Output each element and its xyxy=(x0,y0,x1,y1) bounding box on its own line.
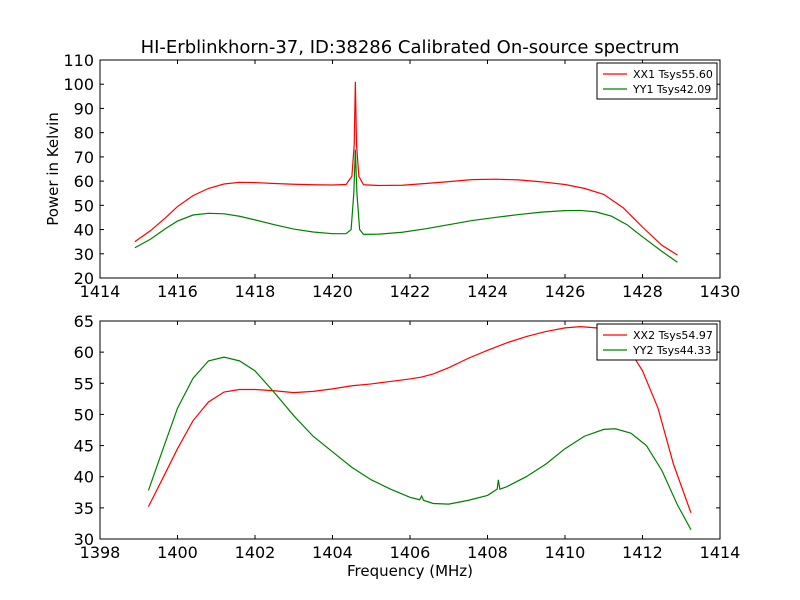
chart-title: HI-Erblinkhorn-37, ID:38286 Calibrated O… xyxy=(141,37,680,58)
y-tick-label: 110 xyxy=(63,51,94,70)
y-tick-label: 70 xyxy=(74,148,94,167)
x-tick-label: 1428 xyxy=(622,282,663,301)
x-tick-label: 1400 xyxy=(157,543,198,562)
series-line-2 xyxy=(147,356,692,530)
x-tick-label: 1402 xyxy=(235,543,276,562)
x-tick-label: 1424 xyxy=(467,282,508,301)
y-tick-label: 40 xyxy=(74,468,94,487)
legend-label: XX2 Tsys54.97 xyxy=(633,329,713,342)
x-tick-label: 1414 xyxy=(700,543,741,562)
series-line-2 xyxy=(134,149,678,263)
x-tick-label: 1430 xyxy=(700,282,741,301)
x-tick-label: 1412 xyxy=(622,543,663,562)
x-tick-label: 1408 xyxy=(467,543,508,562)
y-tick-label: 35 xyxy=(74,499,94,518)
y-tick-label: 100 xyxy=(63,75,94,94)
legend: XX2 Tsys54.97 YY2 Tsys44.33 xyxy=(596,323,718,361)
y-tick-label: 80 xyxy=(74,124,94,143)
y-tick-label: 30 xyxy=(74,530,94,549)
x-axis-label: Frequency (MHz) xyxy=(347,562,473,580)
legend-label: YY2 Tsys44.33 xyxy=(632,344,711,357)
x-tick-label: 1414 xyxy=(80,282,121,301)
x-tick-label: 1404 xyxy=(312,543,353,562)
x-tick-label: 1418 xyxy=(235,282,276,301)
y-tick-label: 40 xyxy=(74,221,94,240)
x-tick-label: 1420 xyxy=(312,282,353,301)
y-tick-label: 90 xyxy=(74,99,94,118)
y-tick-label: 20 xyxy=(74,269,94,288)
y-tick-label: 50 xyxy=(74,405,94,424)
x-tick-label: 1416 xyxy=(157,282,198,301)
x-tick-label: 1398 xyxy=(80,543,121,562)
y-tick-label: 55 xyxy=(74,374,94,393)
y-tick-label: 65 xyxy=(74,312,94,331)
legend: XX1 Tsys55.60 YY1 Tsys42.09 xyxy=(596,62,718,100)
y-tick-label: 60 xyxy=(74,343,94,362)
y-tick-label: 45 xyxy=(74,437,94,456)
y-tick-label: 60 xyxy=(74,172,94,191)
x-tick-label: 1422 xyxy=(390,282,431,301)
y-tick-label: 50 xyxy=(74,196,94,215)
series-line-1 xyxy=(134,81,678,256)
y-axis-label: Power in Kelvin xyxy=(44,112,62,226)
x-tick-label: 1426 xyxy=(545,282,586,301)
legend-label: YY1 Tsys42.09 xyxy=(632,83,711,96)
legend-label: XX1 Tsys55.60 xyxy=(633,68,713,81)
x-tick-label: 1410 xyxy=(545,543,586,562)
y-tick-label: 30 xyxy=(74,245,94,264)
bottom-panel: 1398 1400 1402 1404 1406 1408 1410 1412 1414 30 35… xyxy=(74,312,741,562)
top-panel: 1414 1416 1418 1420 1422 1424 1426 1428 1430 20 30… xyxy=(63,51,740,301)
x-tick-label: 1406 xyxy=(390,543,431,562)
